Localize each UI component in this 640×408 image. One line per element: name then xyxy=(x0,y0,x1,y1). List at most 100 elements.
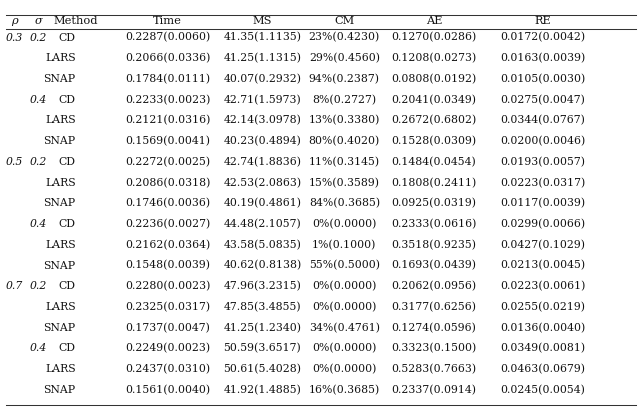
Text: 43.58(5.0835): 43.58(5.0835) xyxy=(223,239,301,250)
Text: 47.96(3.2315): 47.96(3.2315) xyxy=(223,281,301,291)
Text: 0.4: 0.4 xyxy=(30,344,47,353)
Text: 40.07(0.2932): 40.07(0.2932) xyxy=(223,74,301,84)
Text: 0%(0.0000): 0%(0.0000) xyxy=(312,219,376,229)
Text: LARS: LARS xyxy=(45,177,76,188)
Text: 0.0223(0.0317): 0.0223(0.0317) xyxy=(500,177,586,188)
Text: 0.1808(0.2411): 0.1808(0.2411) xyxy=(391,177,477,188)
Text: 0.1528(0.0309): 0.1528(0.0309) xyxy=(391,136,477,146)
Text: 0.2333(0.0616): 0.2333(0.0616) xyxy=(391,219,477,229)
Text: 1%(0.1000): 1%(0.1000) xyxy=(312,239,376,250)
Text: 0.2236(0.0027): 0.2236(0.0027) xyxy=(125,219,211,229)
Text: 40.23(0.4894): 40.23(0.4894) xyxy=(223,136,301,146)
Text: 34%(0.4761): 34%(0.4761) xyxy=(309,323,380,333)
Text: SNAP: SNAP xyxy=(44,198,76,208)
Text: CD: CD xyxy=(58,281,76,291)
Text: 0.1693(0.0439): 0.1693(0.0439) xyxy=(392,260,476,271)
Text: 41.25(1.2340): 41.25(1.2340) xyxy=(223,323,301,333)
Text: 0.1746(0.0036): 0.1746(0.0036) xyxy=(125,198,211,208)
Text: Method: Method xyxy=(53,16,98,26)
Text: 0.1561(0.0040): 0.1561(0.0040) xyxy=(125,385,211,395)
Text: SNAP: SNAP xyxy=(44,136,76,146)
Text: 0%(0.0000): 0%(0.0000) xyxy=(312,364,376,374)
Text: 0.0275(0.0047): 0.0275(0.0047) xyxy=(500,95,585,105)
Text: SNAP: SNAP xyxy=(44,74,76,84)
Text: 0.0213(0.0045): 0.0213(0.0045) xyxy=(500,260,586,271)
Text: 40.62(0.8138): 40.62(0.8138) xyxy=(223,260,301,271)
Text: 0.3177(0.6256): 0.3177(0.6256) xyxy=(392,302,476,312)
Text: 0.0163(0.0039): 0.0163(0.0039) xyxy=(500,53,586,63)
Text: 44.48(2.1057): 44.48(2.1057) xyxy=(223,219,301,229)
Text: 0.1208(0.0273): 0.1208(0.0273) xyxy=(391,53,477,63)
Text: 0.2041(0.0349): 0.2041(0.0349) xyxy=(392,95,476,105)
Text: 0.2337(0.0914): 0.2337(0.0914) xyxy=(392,385,476,395)
Text: 55%(0.5000): 55%(0.5000) xyxy=(309,260,380,271)
Text: 0.2162(0.0364): 0.2162(0.0364) xyxy=(125,239,211,250)
Text: 0.1784(0.0111): 0.1784(0.0111) xyxy=(125,74,211,84)
Text: 50.61(5.4028): 50.61(5.4028) xyxy=(223,364,301,374)
Text: 0.2272(0.0025): 0.2272(0.0025) xyxy=(125,157,211,167)
Text: 23%(0.4230): 23%(0.4230) xyxy=(308,32,380,43)
Text: 0.0344(0.0767): 0.0344(0.0767) xyxy=(500,115,585,126)
Text: AE: AE xyxy=(426,16,442,26)
Text: 47.85(3.4855): 47.85(3.4855) xyxy=(223,302,301,312)
Text: 8%(0.2727): 8%(0.2727) xyxy=(312,95,376,105)
Text: 16%(0.3685): 16%(0.3685) xyxy=(308,385,380,395)
Text: 41.35(1.1135): 41.35(1.1135) xyxy=(223,32,301,43)
Text: 41.25(1.1315): 41.25(1.1315) xyxy=(223,53,301,63)
Text: 0.5283(0.7663): 0.5283(0.7663) xyxy=(391,364,477,374)
Text: 0.0925(0.0319): 0.0925(0.0319) xyxy=(392,198,476,208)
Text: 0.2287(0.0060): 0.2287(0.0060) xyxy=(125,32,211,43)
Text: 0.2233(0.0023): 0.2233(0.0023) xyxy=(125,95,211,105)
Text: 42.74(1.8836): 42.74(1.8836) xyxy=(223,157,301,167)
Text: 0.2249(0.0023): 0.2249(0.0023) xyxy=(125,343,211,354)
Text: 0%(0.0000): 0%(0.0000) xyxy=(312,343,376,354)
Text: 0.0193(0.0057): 0.0193(0.0057) xyxy=(500,157,585,167)
Text: 0.1484(0.0454): 0.1484(0.0454) xyxy=(392,157,476,167)
Text: 0.0808(0.0192): 0.0808(0.0192) xyxy=(391,74,477,84)
Text: 0.3518(0.9235): 0.3518(0.9235) xyxy=(392,239,476,250)
Text: CD: CD xyxy=(58,344,76,353)
Text: CD: CD xyxy=(58,95,76,105)
Text: 0.2437(0.0310): 0.2437(0.0310) xyxy=(125,364,211,374)
Text: 42.71(1.5973): 42.71(1.5973) xyxy=(223,95,301,105)
Text: SNAP: SNAP xyxy=(44,261,76,271)
Text: 84%(0.3685): 84%(0.3685) xyxy=(308,198,380,208)
Text: CD: CD xyxy=(58,157,76,167)
Text: 0.4: 0.4 xyxy=(30,95,47,105)
Text: 80%(0.4020): 80%(0.4020) xyxy=(308,136,380,146)
Text: 0.0223(0.0061): 0.0223(0.0061) xyxy=(500,281,586,291)
Text: LARS: LARS xyxy=(45,302,76,312)
Text: 40.19(0.4861): 40.19(0.4861) xyxy=(223,198,301,208)
Text: 0.2: 0.2 xyxy=(30,281,47,291)
Text: 0.0349(0.0081): 0.0349(0.0081) xyxy=(500,343,586,354)
Text: 0.4: 0.4 xyxy=(30,219,47,229)
Text: 0.0105(0.0030): 0.0105(0.0030) xyxy=(500,74,586,84)
Text: 0.2: 0.2 xyxy=(30,157,47,167)
Text: 0.1569(0.0041): 0.1569(0.0041) xyxy=(125,136,210,146)
Text: 0.3323(0.1500): 0.3323(0.1500) xyxy=(391,343,477,354)
Text: 0.0255(0.0219): 0.0255(0.0219) xyxy=(500,302,585,312)
Text: SNAP: SNAP xyxy=(44,385,76,395)
Text: 50.59(3.6517): 50.59(3.6517) xyxy=(223,343,301,354)
Text: LARS: LARS xyxy=(45,364,76,374)
Text: 0.1548(0.0039): 0.1548(0.0039) xyxy=(125,260,210,271)
Text: CD: CD xyxy=(58,219,76,229)
Text: 0%(0.0000): 0%(0.0000) xyxy=(312,281,376,291)
Text: Time: Time xyxy=(153,16,182,26)
Text: 0.2: 0.2 xyxy=(30,33,47,42)
Text: CD: CD xyxy=(58,33,76,42)
Text: MS: MS xyxy=(253,16,272,26)
Text: 94%(0.2387): 94%(0.2387) xyxy=(309,74,380,84)
Text: 0.1737(0.0047): 0.1737(0.0047) xyxy=(125,323,210,333)
Text: ρ: ρ xyxy=(11,16,17,26)
Text: RE: RE xyxy=(534,16,551,26)
Text: 0.0200(0.0046): 0.0200(0.0046) xyxy=(500,136,586,146)
Text: CM: CM xyxy=(334,16,355,26)
Text: LARS: LARS xyxy=(45,240,76,250)
Text: 0.0463(0.0679): 0.0463(0.0679) xyxy=(500,364,585,374)
Text: 0.0427(0.1029): 0.0427(0.1029) xyxy=(500,239,585,250)
Text: 0.2280(0.0023): 0.2280(0.0023) xyxy=(125,281,211,291)
Text: 42.14(3.0978): 42.14(3.0978) xyxy=(223,115,301,126)
Text: 0.0117(0.0039): 0.0117(0.0039) xyxy=(500,198,586,208)
Text: 11%(0.3145): 11%(0.3145) xyxy=(308,157,380,167)
